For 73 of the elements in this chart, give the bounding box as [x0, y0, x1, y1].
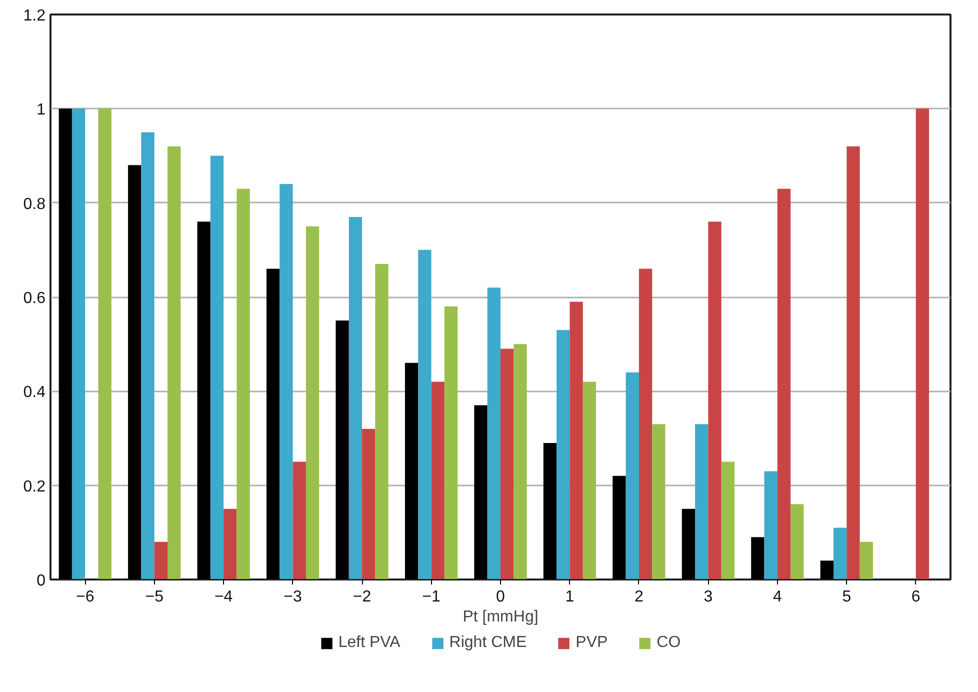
- y-tick-label: 0.2: [23, 478, 46, 496]
- bar: [236, 188, 250, 580]
- bar: [336, 320, 349, 580]
- bar: [224, 508, 237, 580]
- legend-label: PVP: [576, 634, 608, 652]
- bar: [168, 146, 181, 580]
- bar: [141, 132, 154, 580]
- x-tick-label: 4: [772, 588, 782, 606]
- x-tick-label: 5: [842, 588, 852, 606]
- y-tick-label: 0.4: [23, 384, 46, 402]
- y-tick-label: 1.2: [23, 8, 46, 24]
- bar: [682, 508, 696, 580]
- bar: [404, 362, 418, 580]
- bar: [474, 405, 488, 580]
- x-tick-label: −2: [352, 588, 372, 606]
- y-tick-label: 0: [36, 572, 46, 590]
- x-tick-label: 2: [634, 588, 644, 606]
- bar: [444, 306, 458, 580]
- y-tick-label: 1: [36, 102, 46, 119]
- x-tick-label: −3: [284, 588, 302, 606]
- bar: [860, 542, 873, 580]
- bar: [306, 226, 320, 580]
- bar: [582, 382, 596, 580]
- bar: [721, 462, 734, 580]
- x-tick-label: 3: [704, 588, 713, 606]
- x-tick-label: 0: [496, 588, 506, 606]
- bar: [128, 165, 142, 580]
- bar: [197, 222, 210, 580]
- bar: [487, 288, 500, 580]
- x-tick-label: −5: [145, 588, 164, 606]
- bar: [764, 471, 778, 580]
- bar: [72, 108, 86, 580]
- x-tick-label: 1: [565, 588, 574, 606]
- bar: [626, 372, 639, 580]
- bar: [98, 108, 112, 580]
- bar: [58, 108, 72, 580]
- bar: [431, 382, 444, 580]
- y-tick-label: 0.6: [23, 290, 46, 307]
- x-tick-label: 6: [911, 588, 920, 606]
- x-axis-title: Pt [mmHg]: [462, 608, 538, 626]
- bar: [543, 442, 557, 580]
- legend-label: Right CME: [449, 634, 527, 652]
- bar: [556, 330, 570, 580]
- bar: [500, 348, 514, 580]
- bar: [418, 250, 432, 580]
- bar: [292, 462, 306, 580]
- bar: [362, 428, 376, 580]
- bar: [695, 424, 708, 580]
- bar: [916, 108, 930, 580]
- legend-label: Left PVA: [338, 634, 400, 652]
- bar: [348, 216, 362, 580]
- bar: [708, 222, 722, 580]
- bar: [154, 542, 168, 580]
- bar: [652, 424, 666, 580]
- bar: [820, 560, 834, 580]
- bar: [638, 268, 652, 580]
- x-tick-label: −1: [422, 588, 440, 606]
- bar: [790, 504, 804, 580]
- x-tick-label: −4: [214, 588, 233, 606]
- bar: [266, 268, 280, 580]
- x-tick-label: −6: [76, 588, 94, 606]
- bar: [280, 184, 293, 580]
- bar: [375, 264, 388, 580]
- bar: [846, 146, 860, 580]
- bar: [612, 476, 626, 580]
- bar: [777, 188, 791, 580]
- bar: [751, 537, 764, 580]
- bar: [514, 344, 527, 580]
- bar: [210, 156, 224, 580]
- legend-label: CO: [656, 634, 681, 652]
- y-tick-label: 0.8: [23, 196, 46, 213]
- bar: [834, 528, 847, 580]
- bar: [570, 302, 583, 580]
